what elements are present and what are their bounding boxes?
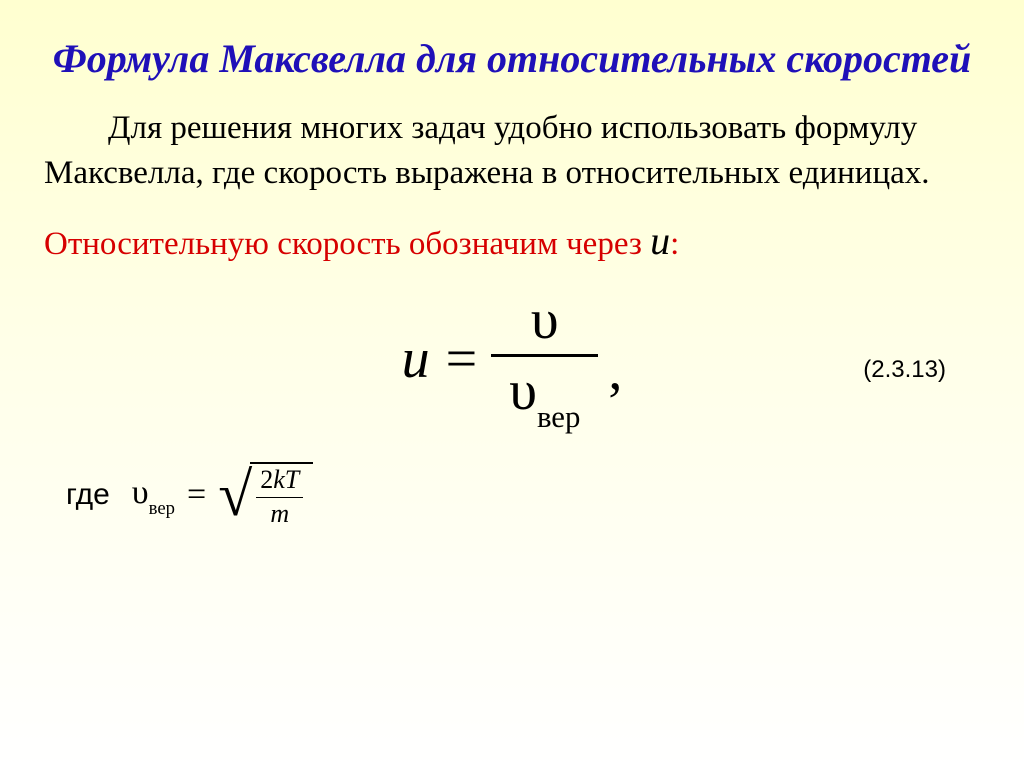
main-equation: u = υ υвер , [402,290,623,429]
intro-paragraph: Для решения многих задач удобно использо… [44,106,980,195]
definition-line: Относительную скорость обозначим через u… [44,217,980,264]
where-label: где [66,478,110,512]
definition-suffix: : [670,226,679,262]
eq-numerator: υ [531,289,559,351]
small-eq-lhs-symbol: υ [132,474,149,511]
small-equation: υвер = √ 2kT m [132,462,313,528]
radicand: 2kT m [250,462,313,528]
eq-denom-symbol: υ [509,360,537,422]
eq-equals: = [446,327,478,391]
root-fraction: 2kT m [256,466,303,528]
square-root: √ 2kT m [218,462,313,528]
where-row: где υвер = √ 2kT m [66,462,986,528]
equation-row: u = υ υвер , (2.3.13) [38,274,986,444]
eq-fraction: υ υвер [491,290,598,429]
root-denominator: m [266,500,293,529]
root-numerator: 2kT [256,466,303,495]
equation-number: (2.3.13) [863,356,946,384]
eq-comma: , [608,339,622,403]
slide-title: Формула Максвелла для относительных скор… [38,34,986,84]
small-eq-equals: = [187,476,206,514]
eq-lhs: u [402,327,430,391]
fraction-bar [491,354,598,357]
variable-u: u [650,218,670,263]
radical-icon: √ [218,468,252,534]
definition-text: Относительную скорость обозначим через [44,226,650,262]
small-eq-lhs-sub: вер [149,498,175,519]
eq-denom-subscript: вер [537,400,580,434]
root-fraction-bar [256,497,303,498]
